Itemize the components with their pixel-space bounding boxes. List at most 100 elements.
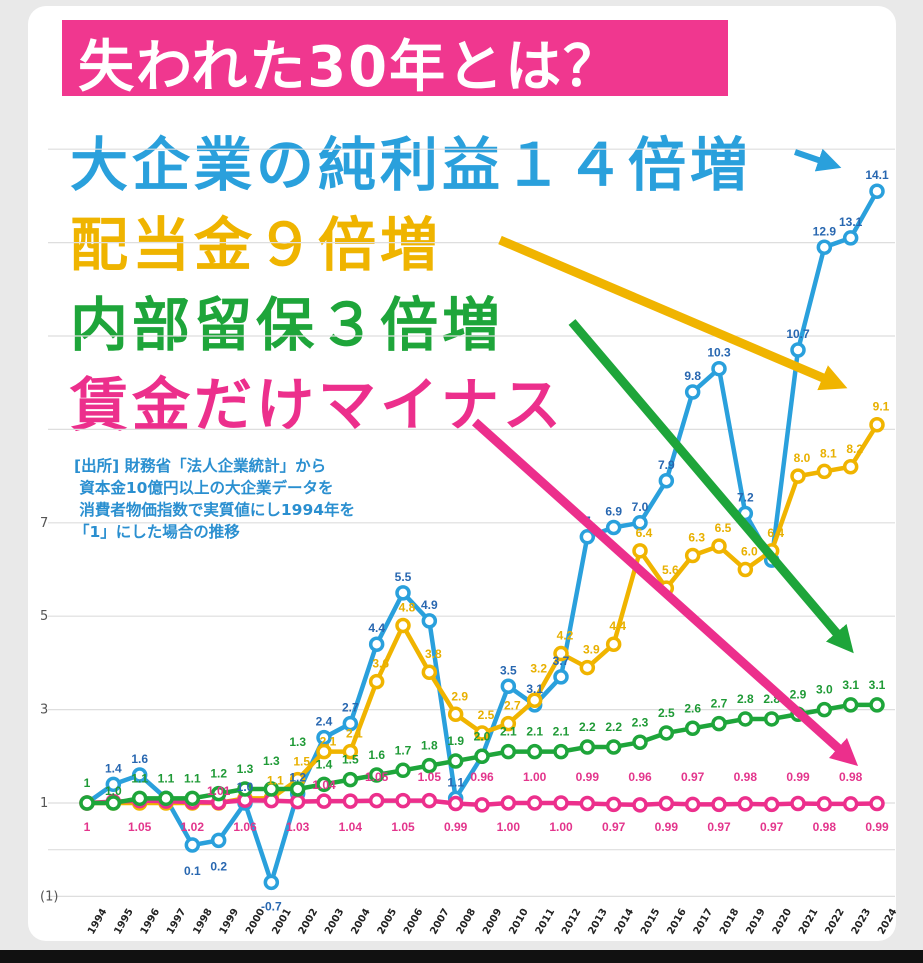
data-point <box>184 790 201 807</box>
data-point <box>368 767 385 783</box>
arrow-wage <box>471 418 859 767</box>
data-label: 0.97 <box>681 770 705 784</box>
data-label: 6.0 <box>741 545 758 559</box>
x-tick-label: 2023 <box>850 907 873 937</box>
data-label: 2.1 <box>553 725 570 739</box>
data-label: 1.06 <box>233 820 257 834</box>
arrow-profit <box>794 148 842 172</box>
data-label: 8.2 <box>846 442 863 456</box>
data-label: 1.05 <box>365 770 389 784</box>
data-point <box>842 796 859 812</box>
x-tick-label: 2022 <box>823 907 846 937</box>
data-label: 1.00 <box>523 770 547 784</box>
data-point <box>579 795 596 812</box>
data-label: 4.4 <box>368 621 385 635</box>
data-label: 2.6 <box>684 701 701 715</box>
data-point <box>447 795 464 812</box>
x-tick-label: 2002 <box>297 907 320 937</box>
data-label: 10.3 <box>707 346 731 360</box>
data-point <box>526 743 543 760</box>
data-point <box>605 519 622 536</box>
data-label: 3.9 <box>583 643 600 657</box>
data-point <box>500 715 517 732</box>
data-label: 3.0 <box>816 683 833 697</box>
data-point <box>500 743 517 760</box>
data-label: 1.1 <box>267 773 284 787</box>
x-tick-label: 2018 <box>718 907 741 937</box>
data-point <box>289 793 306 810</box>
x-tick-label: 2019 <box>744 907 767 937</box>
data-label: 0.98 <box>813 820 837 834</box>
data-label: 2.7 <box>711 697 728 711</box>
data-label: 1.04 <box>339 820 363 834</box>
data-label: 0.1 <box>184 864 201 878</box>
data-label: 1.6 <box>131 752 148 766</box>
x-tick-label: 1995 <box>112 907 135 937</box>
y-tick-label: 5 <box>40 609 48 624</box>
data-label: 2.2 <box>579 720 596 734</box>
data-label: 1.05 <box>418 770 442 784</box>
data-label: 7.9 <box>658 458 675 472</box>
data-point <box>474 748 490 765</box>
data-label: 0.99 <box>786 770 810 784</box>
data-point <box>684 384 701 400</box>
data-label: 4.9 <box>421 598 438 612</box>
data-point <box>500 795 517 811</box>
data-point <box>184 837 201 853</box>
data-point <box>342 793 359 809</box>
data-label: 1.0 <box>105 784 122 798</box>
y-tick-label: 1 <box>40 796 48 811</box>
x-tick-label: 1994 <box>86 907 109 937</box>
data-label: 4.4 <box>609 619 626 633</box>
data-point <box>737 561 754 578</box>
data-point <box>684 720 701 737</box>
x-tick-label: 2016 <box>665 907 688 937</box>
data-point <box>711 715 727 732</box>
data-point <box>131 767 148 783</box>
data-label: 1.1 <box>131 771 148 785</box>
data-point <box>395 617 411 634</box>
data-point <box>632 515 648 531</box>
x-tick-label: 2006 <box>402 907 425 937</box>
x-tick-label: 2010 <box>507 907 530 937</box>
y-tick-label: 3 <box>40 703 48 718</box>
data-label: 2.1 <box>346 727 363 741</box>
data-point <box>790 795 806 812</box>
data-label: 1.05 <box>391 820 415 834</box>
headline-retained-earnings: 内部留保３倍増 <box>70 291 505 359</box>
data-label: 1.7 <box>395 743 412 757</box>
data-point <box>658 795 675 812</box>
data-label: 7.0 <box>632 500 649 514</box>
data-point <box>474 797 490 813</box>
data-label: 0.96 <box>628 770 652 784</box>
x-tick-label: 2021 <box>797 907 820 937</box>
data-point <box>658 473 675 489</box>
data-point <box>342 771 359 788</box>
data-label: 1.01 <box>207 784 231 798</box>
data-point <box>711 538 727 554</box>
data-label: 8.1 <box>820 446 837 460</box>
data-label: 0.99 <box>576 770 600 784</box>
x-tick-label: 1998 <box>191 907 214 937</box>
data-point <box>421 613 438 629</box>
data-point <box>368 673 385 690</box>
data-point <box>210 832 227 849</box>
data-point <box>342 743 359 760</box>
page-title: 失われた30年とは？ <box>78 35 622 100</box>
data-label: 7.2 <box>737 490 754 504</box>
data-label: 13.1 <box>839 215 863 229</box>
arrow-dividend <box>498 235 848 391</box>
data-point <box>79 795 95 811</box>
data-point <box>395 762 411 779</box>
data-point <box>474 725 490 741</box>
data-label: 1.03 <box>286 820 310 834</box>
data-point <box>342 715 359 732</box>
data-point <box>842 459 859 475</box>
data-point <box>500 678 517 694</box>
data-point <box>289 781 306 797</box>
data-point <box>263 781 280 797</box>
data-label: 6.9 <box>605 504 622 518</box>
x-tick-label: 2004 <box>349 907 372 937</box>
data-point <box>632 797 648 813</box>
